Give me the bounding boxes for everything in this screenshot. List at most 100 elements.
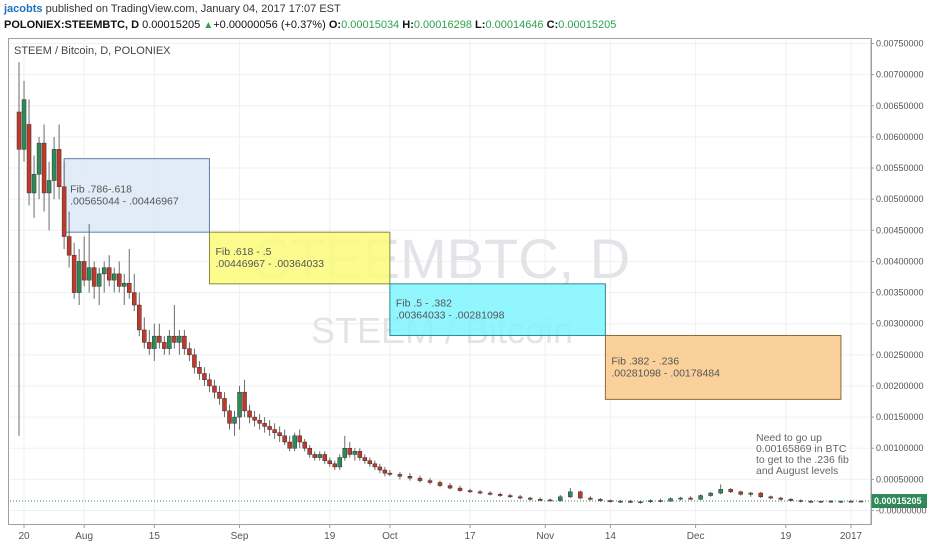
candle-body bbox=[377, 466, 383, 471]
candle-body bbox=[127, 282, 132, 293]
published-text: published on TradingView.com, January 04… bbox=[45, 3, 341, 15]
x-tick-label: 17 bbox=[465, 531, 477, 542]
candle-body bbox=[106, 267, 112, 281]
note-line: and August levels bbox=[756, 465, 838, 477]
grid-lines bbox=[10, 40, 870, 524]
candle-body bbox=[277, 432, 282, 437]
fib-box bbox=[208, 231, 391, 285]
candle-body bbox=[197, 367, 202, 374]
candle-body bbox=[262, 423, 267, 427]
candle-body bbox=[137, 304, 142, 331]
candle-body bbox=[477, 491, 483, 494]
candle-body bbox=[61, 186, 67, 237]
candle-body bbox=[688, 497, 693, 500]
candle-body bbox=[758, 492, 764, 498]
symbol-label: POLONIEX:STEEMBTC, D bbox=[4, 19, 140, 31]
candle-body bbox=[558, 496, 563, 501]
last-price: 0.00015205 bbox=[142, 19, 201, 31]
candle-body bbox=[347, 447, 353, 455]
y-tick-label: 0.00700000 bbox=[876, 70, 924, 80]
candle-body bbox=[21, 99, 27, 150]
ohlc-header: POLONIEX:STEEMBTC, D 0.00015205 ▲+0.0000… bbox=[4, 19, 616, 31]
candle-body bbox=[172, 335, 177, 343]
y-tick-label: 0.00750000 bbox=[876, 39, 924, 49]
y-tick-label: 0.00500000 bbox=[876, 194, 924, 204]
chart-frame[interactable] bbox=[8, 38, 872, 525]
candle-body bbox=[182, 335, 187, 349]
candle-body bbox=[227, 410, 232, 424]
fib-box-range: .00281098 - .00178484 bbox=[611, 367, 720, 379]
candle-body bbox=[487, 492, 493, 495]
candle-body bbox=[257, 419, 262, 424]
candle-body bbox=[407, 476, 413, 479]
fib-box-title: Fib .382 - .236 bbox=[611, 355, 679, 367]
candle-body bbox=[207, 379, 212, 387]
fib-box-range: .00446967 - .00364033 bbox=[215, 258, 324, 270]
candle-body bbox=[101, 267, 107, 275]
candle-body bbox=[838, 500, 844, 503]
y-tick-label: 0.00350000 bbox=[876, 288, 924, 298]
candle-body bbox=[187, 348, 192, 356]
candle-body bbox=[738, 491, 743, 495]
note-line: to get to the .236 fib bbox=[756, 454, 849, 466]
candle-body bbox=[36, 142, 42, 175]
candle-body bbox=[217, 391, 222, 399]
candle-body bbox=[628, 500, 633, 503]
price-change: +0.00000056 (+0.37%) bbox=[213, 19, 326, 31]
fib-box-title: Fib .786-.618 bbox=[70, 183, 132, 195]
y-tick-label: 0.00150000 bbox=[876, 412, 924, 422]
candle-body bbox=[292, 435, 297, 449]
candle-body bbox=[177, 335, 182, 343]
y-tick-label: 0.00600000 bbox=[876, 132, 924, 142]
x-tick-label: 19 bbox=[780, 531, 792, 542]
note-line: 0.00165869 in BTC bbox=[756, 443, 847, 455]
candle-body bbox=[252, 416, 257, 421]
candle-body bbox=[698, 495, 703, 500]
x-tick-label: 15 bbox=[149, 531, 161, 542]
high-value: 0.00016298 bbox=[413, 19, 472, 31]
candle-body bbox=[708, 492, 713, 496]
candle-body bbox=[598, 499, 603, 501]
candle-body bbox=[242, 391, 247, 412]
candle-body bbox=[307, 447, 312, 455]
candle-body bbox=[467, 490, 473, 493]
y-tick-label: 0.00550000 bbox=[876, 163, 924, 173]
y-tick-label: 0.00400000 bbox=[876, 256, 924, 266]
candle-body bbox=[778, 497, 784, 500]
candle-body bbox=[56, 149, 62, 187]
candle-body bbox=[96, 273, 102, 287]
candle-body bbox=[287, 441, 292, 449]
candle-body bbox=[116, 273, 122, 287]
candle-body bbox=[297, 435, 302, 443]
candle-body bbox=[41, 142, 47, 194]
last-price-tag-label: 0.00015205 bbox=[874, 496, 922, 506]
candle-body bbox=[768, 496, 774, 499]
candle-body bbox=[327, 460, 332, 465]
candle-body bbox=[302, 441, 307, 449]
y-tick-label: 0.00450000 bbox=[876, 225, 924, 235]
candle-body bbox=[71, 254, 77, 293]
candle-body bbox=[222, 398, 227, 412]
candle-body bbox=[828, 500, 834, 503]
fib-box-range: .00364033 - .00281098 bbox=[396, 310, 505, 322]
x-tick-label: 19 bbox=[324, 531, 336, 542]
x-tick-label: 14 bbox=[605, 531, 617, 542]
candle-body bbox=[86, 267, 92, 281]
y-axis: 0.00750000 0.00700000 0.00650000 0.00600000… bbox=[870, 39, 927, 524]
author-link[interactable]: jacobts bbox=[4, 3, 43, 15]
candle-body bbox=[142, 329, 147, 343]
candles bbox=[16, 62, 864, 504]
candle-body bbox=[91, 267, 97, 287]
y-tick-label: 0.00100000 bbox=[876, 443, 924, 453]
candle-body bbox=[122, 282, 127, 287]
x-tick-label: 20 bbox=[18, 531, 30, 542]
candle-body bbox=[247, 410, 252, 418]
candle-body bbox=[568, 491, 573, 498]
note-line: Need to go up bbox=[756, 432, 822, 444]
candle-body bbox=[397, 474, 403, 477]
candle-body bbox=[372, 463, 378, 468]
candle-body bbox=[167, 335, 172, 349]
fib-box-title: Fib .5 - .382 bbox=[396, 298, 452, 310]
candle-body bbox=[267, 426, 272, 430]
